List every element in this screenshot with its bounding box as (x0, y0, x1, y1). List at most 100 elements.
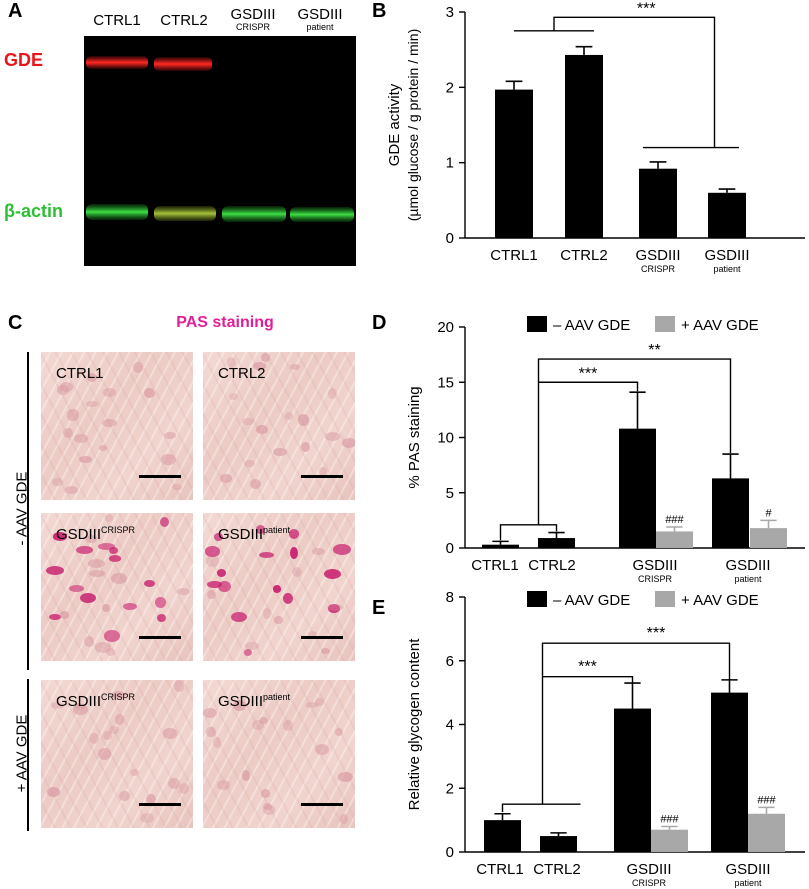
significance-label: *** (637, 0, 656, 17)
micrograph-ctrl1: CTRL1 (41, 352, 193, 500)
scale-bar (139, 475, 181, 478)
y-tick-label: 2 (446, 780, 454, 797)
stained-cell (325, 431, 341, 441)
bar-minus-aav (614, 708, 651, 852)
stained-cell (63, 428, 73, 439)
y-axis-label: % PAS staining (406, 386, 423, 488)
stained-cell (115, 713, 125, 726)
stained-cell (273, 616, 283, 625)
stained-cell (250, 478, 262, 489)
stained-cell (244, 459, 255, 467)
stained-cell (45, 565, 64, 575)
stained-cell (272, 585, 282, 593)
stained-cell (123, 602, 137, 611)
bar-minus-aav (565, 54, 603, 238)
stained-cell (258, 716, 268, 724)
significance-label: *** (579, 365, 598, 382)
bar-plus-aav (750, 528, 787, 548)
stained-cell (263, 805, 276, 816)
scale-bar (139, 636, 181, 639)
western-blot-image (84, 36, 356, 266)
significance-mark: ### (660, 814, 679, 826)
stained-cell (256, 525, 266, 534)
stained-cell (144, 388, 155, 399)
stained-cell (328, 387, 338, 399)
stained-cell (252, 719, 264, 731)
stained-cell (341, 438, 355, 448)
pas-staining-title: PAS staining (176, 314, 274, 331)
panel-letter-d: D (372, 312, 387, 334)
significance-bracket (553, 16, 716, 148)
bar-minus-aav (711, 692, 748, 852)
micrograph-ctrl2: CTRL2 (203, 352, 355, 500)
stained-cell (164, 432, 176, 439)
y-axis-label: GDE activity (386, 83, 403, 166)
stained-cell (87, 372, 97, 383)
actin-band-ctrl1 (86, 204, 148, 220)
stained-cell (111, 573, 127, 585)
legend-swatch (527, 591, 547, 607)
scale-bar (301, 636, 343, 639)
stained-cell (146, 793, 157, 805)
x-tick-sublabel: CRISPR (641, 264, 676, 274)
x-tick-label: CTRL1 (476, 861, 524, 878)
x-tick-label: GSDIII (626, 861, 671, 878)
scale-bar (301, 475, 343, 478)
micrograph-gsdiii-crispr: GSDIIICRISPR (41, 513, 193, 661)
stained-cell (52, 477, 63, 487)
stained-cell (109, 726, 119, 734)
y-tick-label: 20 (437, 319, 454, 336)
panel-letter-c: C (8, 312, 23, 334)
stained-cell (173, 680, 185, 692)
stained-cell (231, 612, 247, 623)
significance-bracket-patient (541, 642, 731, 805)
stained-cell (112, 690, 125, 699)
stained-cell (83, 636, 95, 647)
stained-cell (263, 802, 273, 811)
stained-cell (244, 648, 253, 656)
stained-cell (233, 699, 246, 712)
stained-cell (339, 813, 349, 824)
stained-cell (87, 558, 106, 569)
y-tick-label: 4 (446, 717, 454, 734)
stained-cell (242, 770, 251, 781)
stained-cell (207, 589, 217, 599)
stained-cell (106, 647, 115, 656)
actin-band-ctrl2 (154, 206, 216, 221)
stained-cell (216, 779, 231, 790)
bracket-ctrl (499, 524, 558, 541)
y-tick-label: 8 (446, 589, 454, 606)
legend-swatch (655, 316, 675, 332)
legend-label: – AAV GDE (553, 592, 630, 609)
x-tick-sublabel: CRISPR (632, 878, 667, 888)
bar-minus-aav (708, 192, 746, 238)
stained-cell (255, 425, 268, 435)
stained-cell (75, 546, 93, 555)
stained-cell (74, 434, 89, 443)
legend-label: + AAV GDE (681, 317, 759, 334)
legend-label: + AAV GDE (681, 592, 759, 609)
bar-minus-aav (484, 820, 521, 852)
stained-cell (244, 642, 260, 651)
band-label-gde: GDE (4, 50, 44, 70)
stained-cell (290, 363, 300, 370)
bar-minus-aav (538, 538, 575, 548)
gde-activity-chart: 0 1 2 3 GDE activity (µmol glucose / g protei… (386, 0, 805, 274)
blot-lane-label: CTRL2 (151, 13, 217, 28)
stained-cell (327, 604, 341, 614)
stained-cell (203, 707, 218, 718)
legend-swatch (655, 591, 675, 607)
stained-cell (97, 748, 112, 760)
stained-cell (315, 744, 330, 755)
stained-cell (333, 544, 351, 555)
stained-cell (260, 789, 271, 799)
stained-cell (139, 813, 154, 824)
significance-label: *** (578, 659, 597, 676)
scale-bar (301, 803, 343, 806)
stained-cell (74, 702, 86, 711)
stained-cell (105, 513, 114, 523)
y-tick-label: 5 (446, 485, 454, 502)
stained-cell (219, 474, 232, 483)
x-tick-label: GSDIII (725, 557, 770, 574)
y-tick-label: 0 (446, 230, 454, 247)
